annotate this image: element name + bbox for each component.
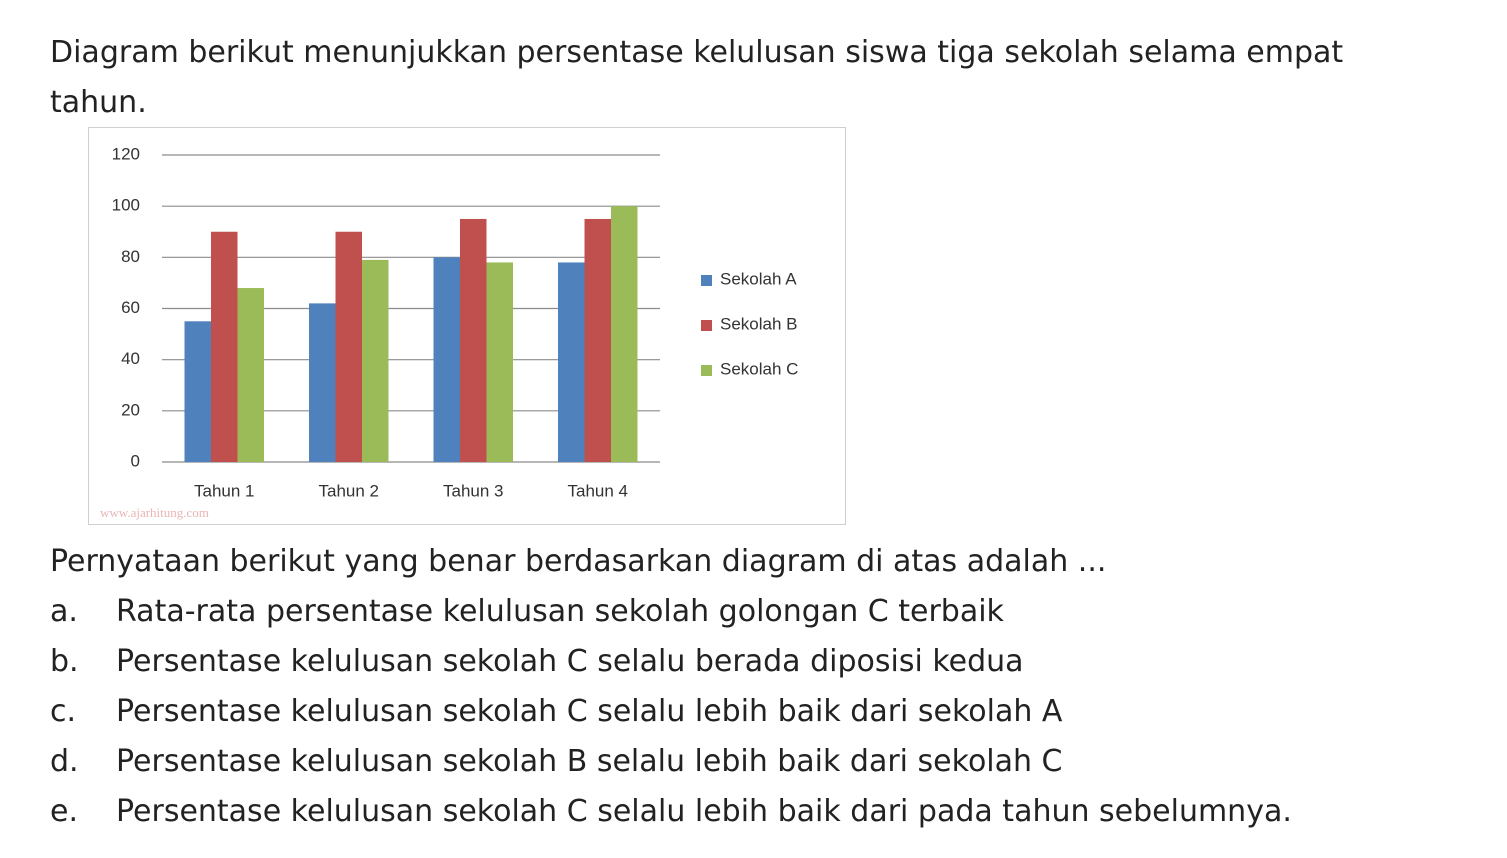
bar <box>433 257 460 462</box>
option: a. Rata-rata persentase kelulusan sekolah… <box>50 594 1292 644</box>
bar <box>211 231 238 462</box>
y-tick-label: 120 <box>112 144 140 163</box>
y-tick-label: 40 <box>121 349 140 368</box>
option: b. Persentase kelulusan sekolah C selalu … <box>50 644 1292 694</box>
option-letter: a. <box>50 594 78 629</box>
legend-swatch <box>701 275 712 286</box>
legend-label: Sekolah C <box>720 359 798 378</box>
bar <box>486 262 513 462</box>
y-tick-label: 20 <box>121 400 140 419</box>
x-tick-label: Tahun 1 <box>194 481 255 500</box>
question: Diagram berikut menunjukkan persentase k… <box>50 35 1344 120</box>
options: a. Rata-rata persentase kelulusan sekolah… <box>50 594 1292 844</box>
option-text: Persentase kelulusan sekolah B selalu le… <box>116 744 1063 779</box>
bar <box>362 259 389 462</box>
bar <box>309 303 336 462</box>
bar <box>184 321 211 462</box>
option-text: Persentase kelulusan sekolah C selalu be… <box>116 644 1024 679</box>
y-tick-label: 100 <box>112 196 140 215</box>
y-tick-label: 80 <box>121 247 140 266</box>
legend-swatch <box>701 365 712 376</box>
option-letter: b. <box>50 644 79 679</box>
option: c. Persentase kelulusan sekolah C selalu … <box>50 694 1292 744</box>
chart: www.ajarhitung.com 0 20 40 60 80 100 120 Tahun … <box>88 127 846 525</box>
bar <box>584 218 611 462</box>
x-tick-label: Tahun 4 <box>568 481 629 500</box>
watermark: www.ajarhitung.com <box>100 505 209 520</box>
option-letter: e. <box>50 794 78 829</box>
y-tick-label: 60 <box>121 298 140 317</box>
y-tick-label: 0 <box>131 451 140 470</box>
legend-swatch <box>701 320 712 331</box>
option: e. Persentase kelulusan sekolah C selalu … <box>50 794 1292 844</box>
legend-label: Sekolah B <box>720 314 798 333</box>
option-text: Persentase kelulusan sekolah C selalu le… <box>116 694 1063 729</box>
prompt: Pernyataan berikut yang benar berdasarka… <box>50 544 1107 579</box>
option-letter: c. <box>50 694 77 729</box>
legend-label: Sekolah A <box>720 269 797 288</box>
option-text: Persentase kelulusan sekolah C selalu le… <box>116 794 1292 829</box>
x-tick-label: Tahun 3 <box>443 481 504 500</box>
option: d. Persentase kelulusan sekolah B selalu … <box>50 744 1292 794</box>
bar <box>558 262 585 462</box>
bar <box>335 231 362 462</box>
bar <box>611 206 638 462</box>
option-letter: d. <box>50 744 79 779</box>
x-tick-label: Tahun 2 <box>319 481 380 500</box>
bar <box>460 218 487 462</box>
option-text: Rata-rata persentase kelulusan sekolah g… <box>116 594 1004 629</box>
bar <box>237 288 264 462</box>
